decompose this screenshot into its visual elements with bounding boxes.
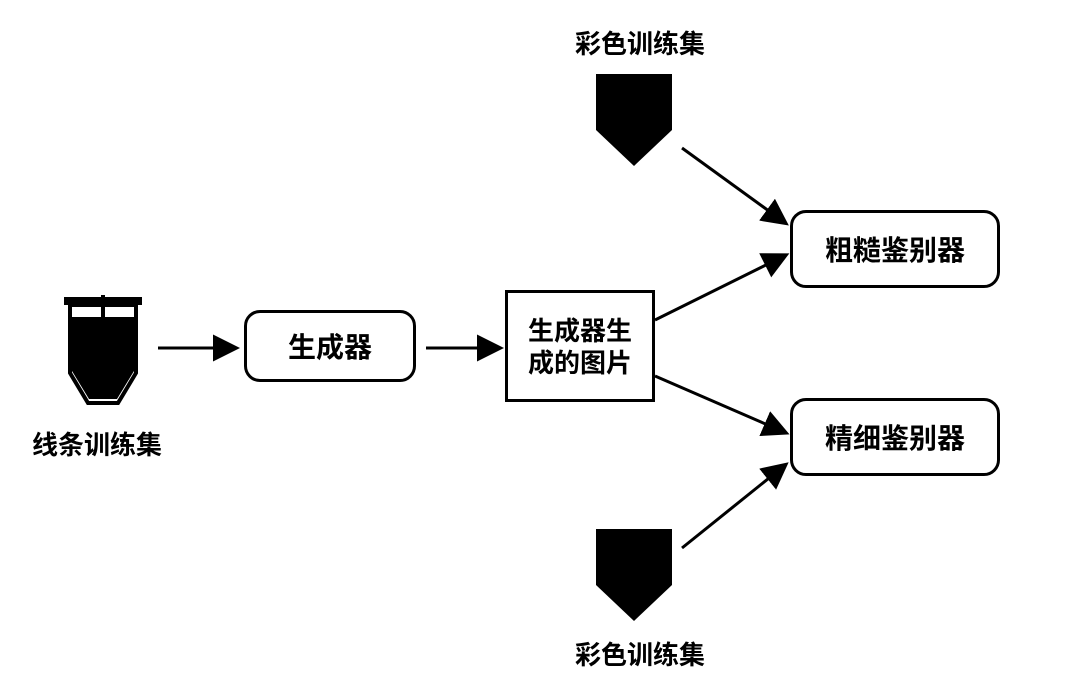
node-fine-label: 精细鉴别器 bbox=[825, 417, 965, 457]
node-generated-image: 生成器生 成的图片 bbox=[505, 290, 655, 402]
node-generator-label: 生成器 bbox=[288, 326, 372, 366]
node-generator: 生成器 bbox=[244, 310, 416, 382]
node-coarse-discriminator: 粗糙鉴别器 bbox=[790, 210, 1000, 288]
node-fine-discriminator: 精细鉴别器 bbox=[790, 398, 1000, 476]
shield-icon bbox=[590, 525, 678, 625]
label-color-training-top: 彩色训练集 bbox=[575, 24, 705, 61]
shield-icon bbox=[590, 70, 678, 170]
diagram-stage: 线条训练集 彩色训练集 彩色训练集 生成器 生成器生 成的图片 粗糙鉴别器 精细… bbox=[0, 0, 1085, 685]
label-color-training-bot: 彩色训练集 bbox=[575, 635, 705, 672]
node-coarse-label: 粗糙鉴别器 bbox=[825, 229, 965, 269]
beaker-icon bbox=[58, 295, 148, 405]
node-generated-image-label: 生成器生 成的图片 bbox=[528, 314, 632, 379]
label-line-training-set: 线条训练集 bbox=[32, 425, 162, 462]
